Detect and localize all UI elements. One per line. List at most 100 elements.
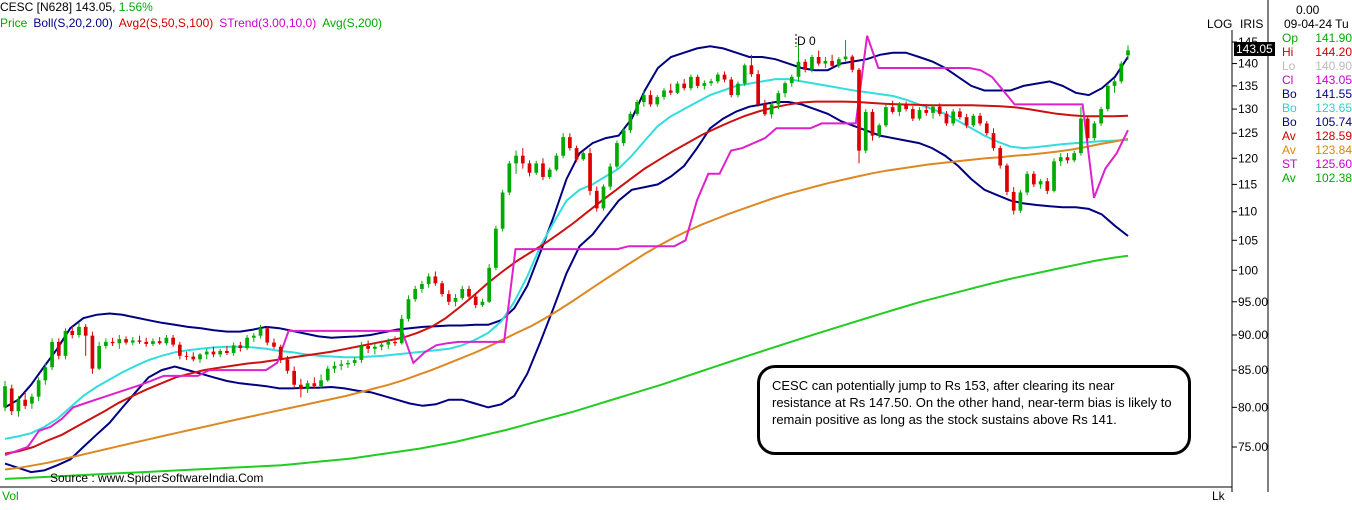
candle — [137, 335, 142, 344]
candle — [850, 54, 855, 73]
candle — [729, 76, 734, 98]
candle-body — [1011, 191, 1016, 211]
candle-body — [440, 283, 444, 295]
legend-item-4[interactable]: Avg(S,200) — [322, 16, 383, 30]
candle-body — [325, 368, 330, 381]
candle-body — [238, 345, 243, 349]
candle-body — [218, 350, 223, 355]
candle-body — [1058, 157, 1063, 162]
candle — [164, 334, 169, 346]
y-tick-label: 105 — [1238, 233, 1258, 247]
candle — [90, 331, 95, 374]
candle — [695, 74, 700, 89]
candle-body — [675, 83, 680, 93]
candle-body — [843, 56, 848, 60]
candle-body — [836, 59, 841, 66]
candle — [588, 148, 592, 196]
candle-body — [292, 370, 297, 385]
y-tick-label: 100 — [1238, 263, 1258, 277]
candle — [1052, 158, 1056, 193]
candle — [682, 79, 687, 91]
candle-body — [346, 362, 350, 365]
candle — [494, 225, 498, 271]
candle — [366, 340, 370, 354]
candle — [238, 341, 243, 352]
candle-body — [77, 326, 81, 335]
candle-body — [749, 65, 754, 75]
candle-body — [1018, 192, 1023, 211]
candle — [776, 90, 781, 110]
candle — [130, 337, 135, 346]
candle-body — [97, 346, 101, 369]
candle-body — [729, 79, 734, 96]
candle-body — [399, 318, 404, 344]
candle-body — [137, 340, 142, 342]
candle-body — [258, 328, 263, 336]
candle — [70, 326, 75, 339]
legend-item-1[interactable]: Boll(S,20,2.00) — [33, 16, 113, 30]
candle — [830, 54, 834, 68]
candle-body — [426, 276, 431, 284]
candle — [958, 108, 962, 120]
candle — [937, 103, 942, 117]
candle — [265, 326, 270, 346]
candle — [783, 81, 787, 98]
legend-item-3[interactable]: STrend(3.00,10,0) — [219, 16, 317, 30]
candle-body — [413, 288, 418, 300]
candle — [299, 378, 303, 398]
candle — [635, 99, 639, 116]
iris-label[interactable]: IRIS — [1240, 17, 1264, 31]
candle-body — [332, 365, 337, 369]
candle-body — [278, 346, 283, 360]
candle — [83, 324, 88, 356]
candle — [278, 344, 283, 363]
log-scale-label[interactable]: LOG — [1207, 17, 1233, 31]
candle — [346, 360, 350, 368]
candle-body — [803, 61, 808, 70]
y-tick-label: 95.00 — [1238, 295, 1268, 309]
candle — [104, 338, 108, 349]
legend-item-0[interactable]: Price — [0, 16, 28, 30]
volume-label: Vol — [2, 489, 19, 503]
candle-body — [3, 386, 7, 408]
candle-body — [635, 102, 639, 114]
candle-body — [339, 364, 344, 366]
candle — [594, 186, 599, 212]
indicator-line-4 — [4, 137, 1129, 471]
candle — [406, 295, 411, 322]
y-tick-label: 90.00 — [1238, 328, 1268, 342]
stat-label-5: Bo — [1282, 101, 1297, 115]
candle-body — [615, 143, 619, 167]
candle-body — [534, 163, 539, 173]
stat-value-6: 105.74 — [1315, 115, 1352, 129]
candle — [715, 72, 720, 84]
candle — [870, 109, 875, 141]
candle-body — [763, 104, 767, 115]
candle — [709, 78, 713, 86]
candle-body — [736, 83, 740, 96]
candle — [803, 59, 808, 73]
candle — [628, 111, 633, 134]
candle-body — [90, 335, 95, 369]
candle-body — [184, 355, 189, 357]
candle-body — [117, 339, 122, 344]
candle-body — [251, 335, 256, 338]
candle — [373, 343, 377, 355]
candle-body — [1038, 181, 1043, 185]
stat-value-10: 102.38 — [1315, 171, 1352, 185]
candle-body — [520, 155, 525, 164]
candle — [931, 104, 935, 119]
candle-body — [1045, 181, 1050, 191]
candle — [1058, 153, 1063, 166]
indicator-line-0 — [4, 45, 1129, 409]
legend-item-2[interactable]: Avg2(S,50,S,100) — [118, 16, 214, 30]
candle — [910, 106, 915, 122]
candle — [319, 374, 323, 389]
stat-value-2: 140.90 — [1315, 59, 1352, 73]
candle — [258, 324, 263, 339]
candle — [662, 88, 666, 100]
candle-body — [662, 90, 666, 97]
stat-label-4: Bo — [1282, 87, 1297, 101]
candle — [124, 336, 128, 345]
